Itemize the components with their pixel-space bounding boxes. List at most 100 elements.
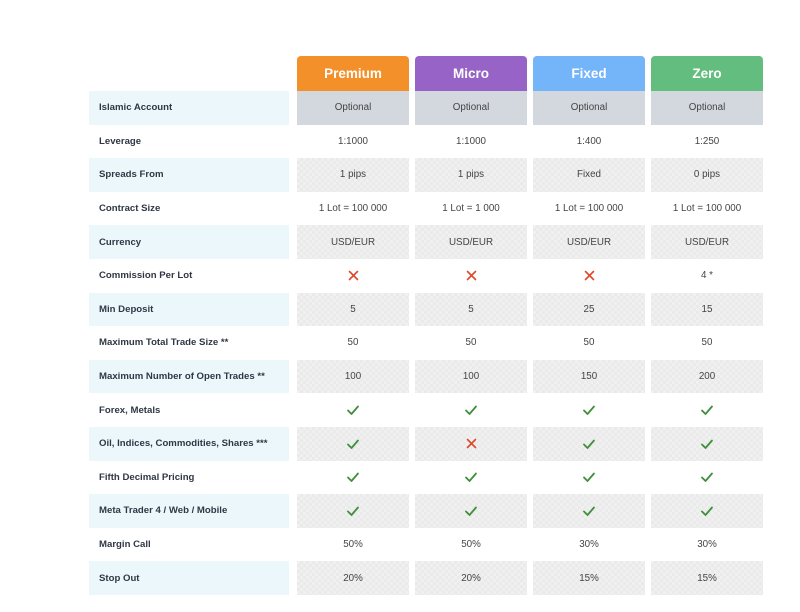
table-row: Fifth Decimal Pricing	[89, 461, 761, 495]
table-cell	[533, 259, 645, 293]
row-label: Meta Trader 4 / Web / Mobile	[89, 494, 289, 528]
check-icon	[583, 439, 595, 449]
table-cell	[415, 461, 527, 495]
table-cell	[297, 461, 409, 495]
table-cell: 1 Lot = 100 000	[554, 203, 624, 215]
table-cell	[415, 259, 527, 293]
table-row: Stop Out 20% 20% 15% 15%	[89, 561, 763, 595]
table-cell: 1 Lot = 100 000	[672, 203, 742, 215]
table-row: Spreads From 1 pips 1 pips Fixed 0 pips	[89, 158, 763, 192]
table-cell: 1:250	[694, 135, 720, 147]
check-icon	[701, 439, 713, 449]
table-cell: Optional	[297, 91, 409, 125]
table-cell: 1:400	[576, 135, 602, 147]
table-cell: 5	[297, 292, 409, 327]
table-cell: 20%	[297, 561, 409, 595]
check-icon	[701, 405, 713, 416]
check-icon	[465, 472, 477, 483]
table-row: Meta Trader 4 / Web / Mobile	[89, 494, 763, 528]
table-cell: 150	[533, 359, 645, 394]
table-cell	[651, 393, 763, 427]
table-cell: 15	[651, 292, 763, 327]
row-label: Stop Out	[89, 561, 289, 595]
table-cell: Optional	[533, 91, 645, 125]
table-cell: 5	[415, 292, 527, 327]
table-cell: USD/EUR	[297, 225, 409, 259]
table-cell: USD/EUR	[533, 225, 645, 259]
table-row: Contract Size 1 Lot = 100 000 1 Lot = 1 00…	[89, 192, 761, 226]
row-label: Margin Call	[99, 539, 151, 551]
check-icon	[465, 405, 477, 416]
x-icon	[584, 270, 594, 281]
table-row: Commission Per Lot 4 *	[89, 259, 761, 293]
table-cell: 50	[701, 337, 713, 349]
plan-header-micro: Micro	[415, 56, 527, 91]
plan-header-zero: Zero	[651, 56, 763, 91]
table-cell	[297, 494, 409, 528]
table-cell: USD/EUR	[651, 225, 763, 259]
table-cell	[651, 461, 763, 495]
row-label: Maximum Number of Open Trades **	[89, 359, 289, 394]
row-label: Min Deposit	[89, 292, 289, 327]
table-cell: 0 pips	[651, 158, 763, 192]
table-cell: 25	[533, 292, 645, 327]
table-row: Islamic Account Optional Optional Optional O…	[89, 91, 763, 125]
table-cell: 100	[415, 359, 527, 394]
account-comparison-table: Premium Micro Fixed Zero Islamic Account Opt…	[89, 56, 763, 595]
table-cell	[415, 393, 527, 427]
table-cell: 15%	[651, 561, 763, 595]
table-cell: 50	[347, 337, 359, 349]
check-icon	[347, 506, 359, 516]
check-icon	[701, 506, 713, 516]
check-icon	[583, 506, 595, 516]
table-row: Forex, Metals	[89, 393, 761, 427]
table-cell: 20%	[415, 561, 527, 595]
check-icon	[701, 472, 713, 483]
table-row: Maximum Total Trade Size ** 50 50 50 50	[89, 326, 761, 360]
check-icon	[465, 506, 477, 516]
table-cell: 50	[465, 337, 477, 349]
x-icon	[348, 270, 358, 281]
table-cell	[297, 259, 409, 293]
table-cell: 200	[651, 359, 763, 394]
table-row: Leverage 1:1000 1:1000 1:400 1:250	[89, 125, 761, 159]
table-row: Currency USD/EUR USD/EUR USD/EUR USD/EUR	[89, 225, 763, 259]
table-cell	[533, 461, 645, 495]
row-label: Islamic Account	[89, 91, 289, 125]
row-label: Fifth Decimal Pricing	[99, 471, 195, 483]
table-cell	[651, 426, 763, 461]
table-cell: 30%	[697, 539, 717, 551]
table-cell: 1:1000	[338, 135, 368, 147]
table-cell	[297, 426, 409, 461]
row-label: Forex, Metals	[99, 404, 161, 416]
table-cell: 50	[583, 337, 595, 349]
table-cell: 1 pips	[297, 158, 409, 192]
row-label: Oil, Indices, Commodities, Shares ***	[89, 426, 289, 461]
table-cell	[533, 393, 645, 427]
table-cell: USD/EUR	[415, 225, 527, 259]
table-cell: 30%	[579, 539, 599, 551]
table-row: Oil, Indices, Commodities, Shares ***	[89, 426, 763, 461]
x-icon	[466, 438, 476, 449]
table-cell: 4 *	[701, 270, 713, 282]
table-row: Margin Call 50% 50% 30% 30%	[89, 528, 761, 562]
x-icon	[466, 270, 476, 281]
table-cell: 50%	[343, 539, 363, 551]
table-cell: 1:1000	[456, 135, 486, 147]
check-icon	[347, 472, 359, 483]
table-cell: 15%	[533, 561, 645, 595]
row-label: Commission Per Lot	[99, 270, 193, 282]
table-cell	[415, 426, 527, 461]
row-label: Contract Size	[99, 203, 161, 215]
plan-header-row: Premium Micro Fixed Zero	[89, 56, 763, 91]
table-cell	[533, 494, 645, 528]
row-label: Maximum Total Trade Size **	[99, 337, 229, 349]
comparison-rows: Islamic Account Optional Optional Optional O…	[89, 91, 763, 595]
table-cell	[651, 494, 763, 528]
table-cell: 1 pips	[415, 158, 527, 192]
check-icon	[583, 472, 595, 483]
table-cell	[297, 393, 409, 427]
table-row: Min Deposit 5 5 25 15	[89, 292, 763, 327]
table-cell: 100	[297, 359, 409, 394]
table-cell: Fixed	[533, 158, 645, 192]
